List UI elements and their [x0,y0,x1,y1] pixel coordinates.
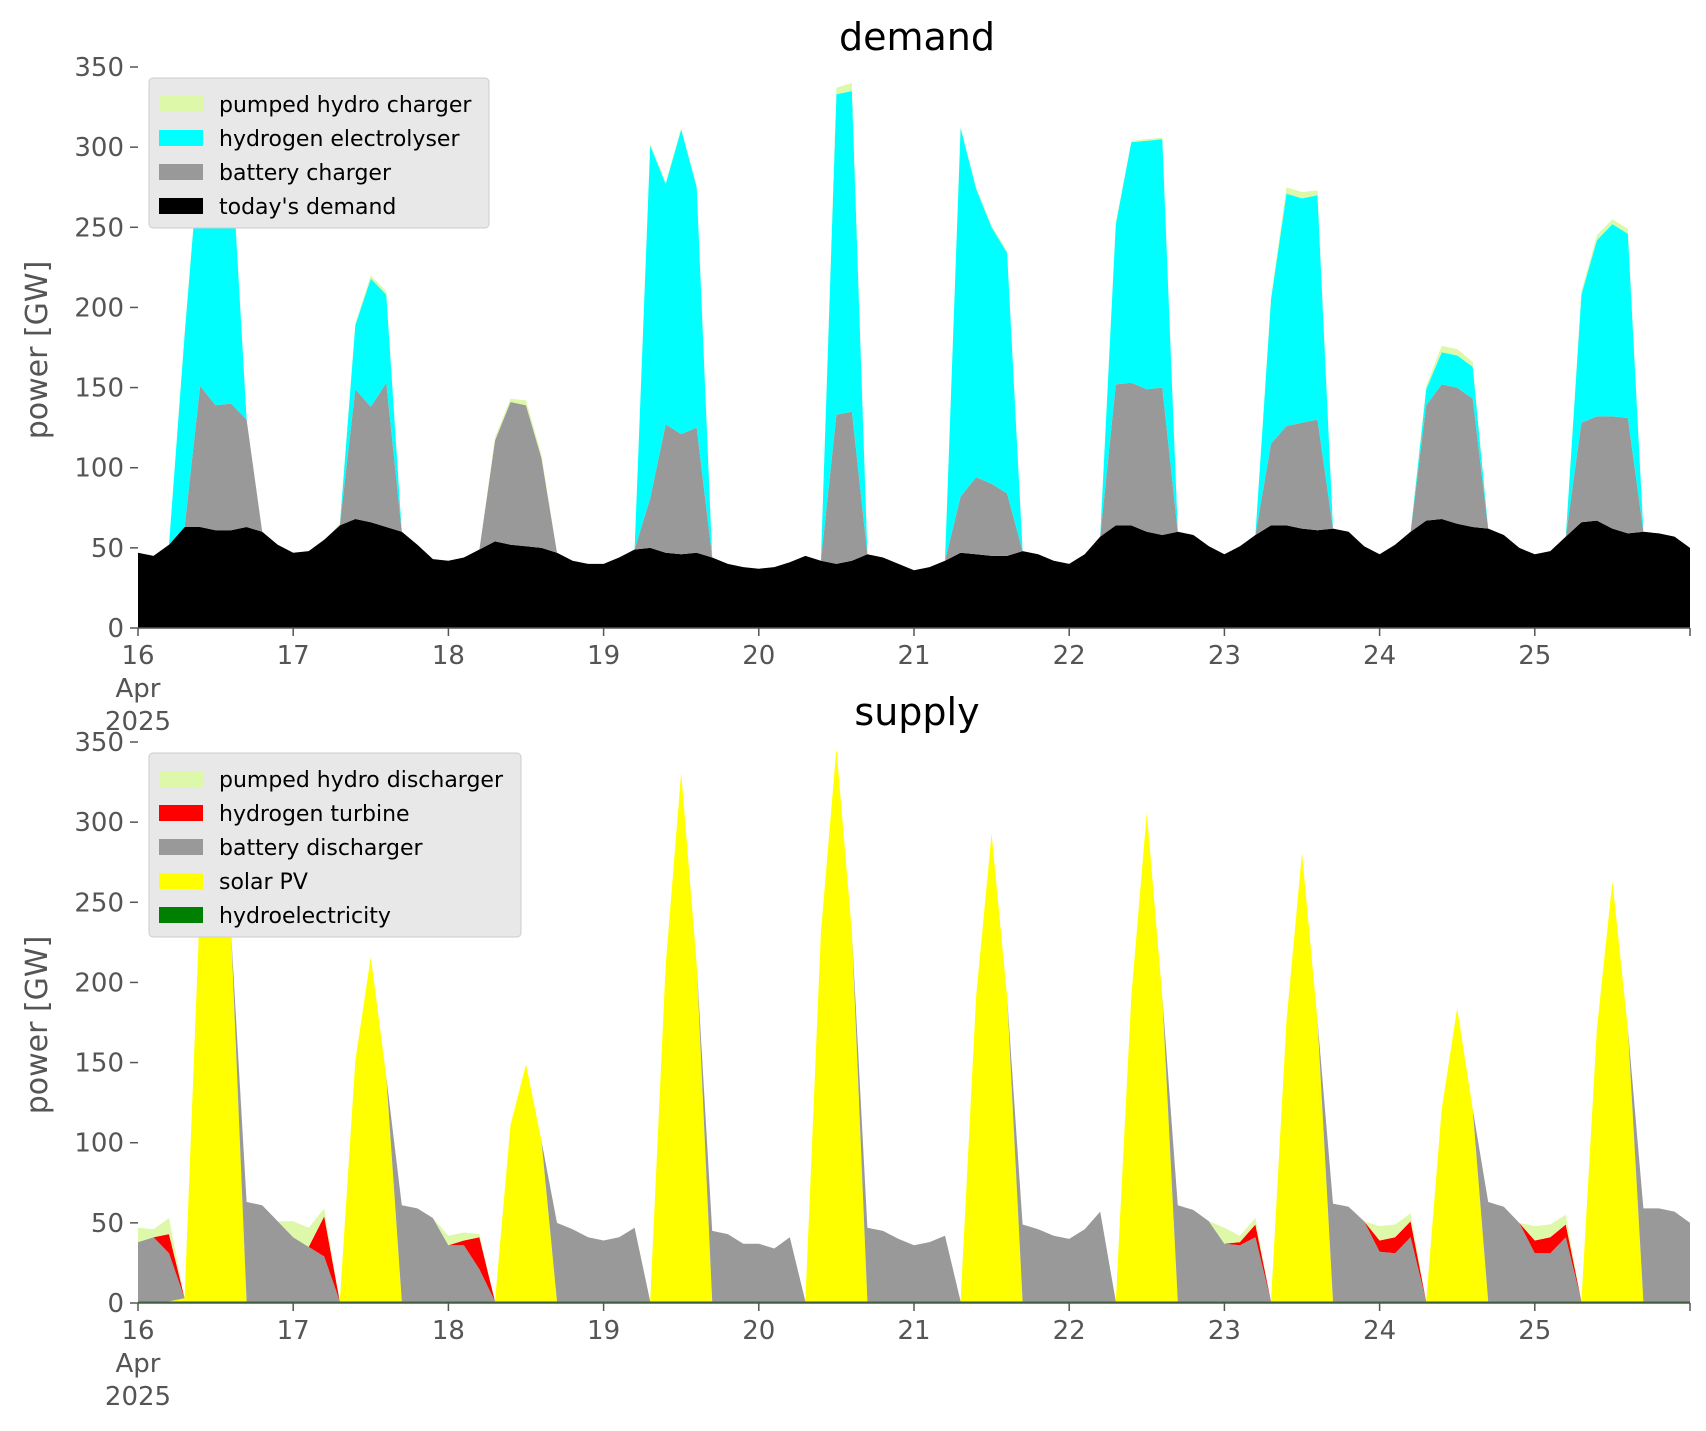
supply-legend-box [148,752,522,938]
demand-chart-title: demand [839,15,995,59]
supply-legend: pumped hydro discharger hydrogen turbine b… [148,752,522,938]
demand-y-tick-label: 300 [74,133,124,163]
demand-x-tick-label: 23 [1208,641,1241,671]
supply-legend-swatch [159,873,203,889]
supply-area-solar-pv [138,748,1690,1302]
supply-chart-title: supply [854,690,979,734]
supply-area-battery-discharger [138,748,1690,1302]
demand-area-today-s-demand [138,519,1690,628]
supply-x-tick-label: 2025 [105,1382,171,1412]
demand-y-tick-label: 150 [74,374,124,404]
supply-legend-label: hydrogen turbine [219,802,410,827]
supply-legend-label: battery discharger [219,836,424,861]
demand-x-tick-label: 24 [1363,641,1396,671]
supply-x-tick-label: 21 [897,1316,930,1346]
supply-y-tick-label: 300 [74,808,124,838]
demand-legend-label: pumped hydro charger [219,93,472,118]
supply-area-hydrogen-turbine [138,748,1690,1302]
demand-y-tick-label: 100 [74,454,124,484]
supply-y-tick-label: 50 [91,1209,124,1239]
supply-x-tick-label: 16 [121,1316,154,1346]
supply-x-tick-label: Apr [116,1349,161,1379]
supply-legend-swatch [159,771,203,787]
demand-legend-swatch [159,96,203,112]
demand-y-tick-label: 200 [74,293,124,323]
supply-panel: supply power [GW] 0 50 100 150 200 250 300 350 1… [20,690,1691,1412]
supply-legend-swatch [159,907,203,923]
demand-x-tick-label: 16 [121,641,154,671]
supply-y-tick-label: 0 [107,1289,124,1319]
supply-y-axis-label: power [GW] [20,936,55,1115]
demand-panel: demand power [GW] 0 50 100 150 200 250 300 350 1… [20,15,1691,737]
demand-y-tick-label: 50 [91,534,124,564]
supply-x-tick-label: 25 [1518,1316,1551,1346]
demand-x-tick-label: Apr [116,674,161,704]
supply-legend-label: pumped hydro discharger [219,768,504,793]
supply-x-tick-label: 24 [1363,1316,1396,1346]
supply-x-tick-label: 17 [277,1316,310,1346]
demand-legend-label: today's demand [219,195,396,220]
demand-y-tick-label: 350 [74,53,124,83]
demand-y-tick-label: 250 [74,213,124,243]
supply-legend-swatch [159,839,203,855]
demand-x-tick-label: 19 [587,641,620,671]
demand-y-tick-label: 0 [107,614,124,644]
demand-x-tick-label: 20 [742,641,775,671]
demand-area-battery-charger [138,382,1690,571]
supply-x-tick-label: 20 [742,1316,775,1346]
supply-x-tick-label: 19 [587,1316,620,1346]
supply-x-tick-label: 22 [1053,1316,1086,1346]
demand-x-tick-label: 17 [277,641,310,671]
demand-y-axis-label: power [GW] [20,261,55,440]
demand-legend-label: battery charger [219,161,392,186]
supply-x-tick-label: 23 [1208,1316,1241,1346]
supply-y-tick-label: 350 [74,728,124,758]
demand-area-hydrogen-electrolyser [138,84,1690,571]
supply-y-tick-label: 100 [74,1129,124,1159]
demand-stacked-areas [138,83,1690,628]
demand-x-tick-label: 18 [432,641,465,671]
supply-y-tick-label: 150 [74,1049,124,1079]
demand-x-tick-label: 22 [1053,641,1086,671]
supply-x-tick-label: 18 [432,1316,465,1346]
demand-legend-label: hydrogen electrolyser [219,127,460,152]
demand-x-tick-label: 25 [1518,641,1551,671]
supply-y-tick-label: 200 [74,968,124,998]
demand-x-tick-label: 2025 [105,707,171,737]
demand-legend-swatch [159,198,203,214]
supply-legend-swatch [159,805,203,821]
demand-legend-box [148,77,490,229]
supply-y-tick-label: 250 [74,888,124,918]
demand-legend-swatch [159,164,203,180]
supply-legend-label: solar PV [219,870,308,895]
demand-legend-swatch [159,130,203,146]
demand-x-tick-label: 21 [897,641,930,671]
supply-legend-label: hydroelectricity [219,904,391,929]
demand-legend: pumped hydro charger hydrogen electrolyse… [148,77,490,229]
